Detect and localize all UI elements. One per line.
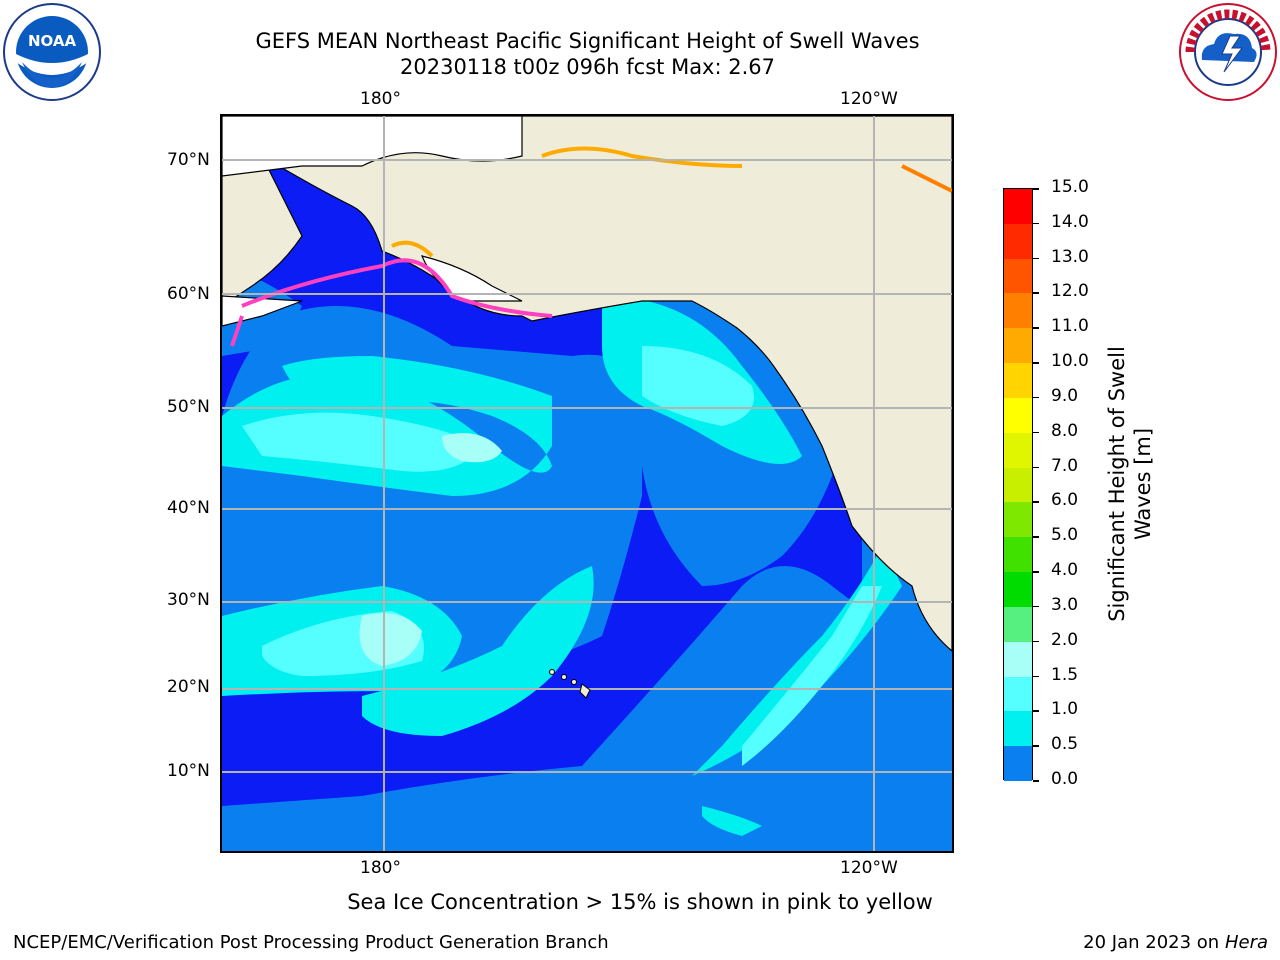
lat-label-40n: 40°N	[167, 498, 210, 518]
lat-label-30n: 30°N	[167, 590, 210, 610]
swell-height-map	[222, 116, 952, 851]
colorbar	[1003, 188, 1033, 782]
colorbar-segment	[1004, 676, 1032, 712]
colorbar-tick-mark	[1033, 188, 1039, 190]
footer-date: 20 Jan 2023 on Hera	[1083, 932, 1268, 953]
colorbar-tick-label: 1.5	[1051, 664, 1079, 685]
colorbar-tick-mark	[1033, 257, 1039, 260]
colorbar-title-line1: Significant Height of Swell	[1105, 346, 1129, 622]
colorbar-tick-mark	[1033, 362, 1039, 364]
colorbar-segment	[1004, 467, 1032, 503]
colorbar-segment	[1004, 572, 1032, 608]
colorbar-tick-label: 13.0	[1051, 246, 1089, 267]
colorbar-tick-label: 9.0	[1051, 385, 1079, 406]
colorbar-tick-mark	[1033, 466, 1039, 469]
lat-label-50n: 50°N	[167, 397, 210, 417]
colorbar-segment	[1004, 537, 1032, 573]
colorbar-tick-label: 8.0	[1051, 420, 1079, 441]
colorbar-tick-mark	[1033, 431, 1039, 434]
lat-label-70n: 70°N	[167, 150, 210, 170]
lat-label-10n: 10°N	[167, 761, 210, 781]
colorbar-segment	[1004, 641, 1032, 678]
colorbar-segment	[1004, 189, 1032, 225]
colorbar-tick-mark	[1033, 327, 1039, 329]
colorbar-tick-mark	[1033, 710, 1039, 712]
colorbar-tick-label: 1.0	[1051, 699, 1079, 720]
colorbar-segment	[1004, 502, 1032, 538]
colorbar-segment	[1004, 397, 1032, 434]
colorbar-title-line2: Waves [m]	[1131, 427, 1155, 541]
lon-label-top-120w: 120°W	[840, 89, 898, 109]
colorbar-tick-mark	[1033, 605, 1039, 608]
colorbar-segment	[1004, 711, 1032, 747]
colorbar-ticks: 15.0 14.0 13.0 12.0 11.0 10.0 9.0 8.0 7.0 6.0 5.0 4…	[1033, 177, 1113, 789]
footer-date-text: 20 Jan 2023 on	[1083, 932, 1225, 953]
colorbar-segment	[1004, 746, 1032, 782]
colorbar-segment	[1004, 432, 1032, 469]
colorbar-tick-mark	[1033, 292, 1039, 294]
colorbar-tick-label: 11.0	[1051, 316, 1089, 337]
colorbar-tick-mark	[1033, 536, 1039, 538]
colorbar-segment	[1004, 328, 1032, 364]
colorbar-tick-label: 0.5	[1051, 734, 1079, 755]
colorbar-tick-mark	[1033, 222, 1039, 225]
colorbar-tick-label: 5.0	[1051, 525, 1079, 546]
colorbar-segment	[1004, 258, 1032, 294]
colorbar-tick-mark	[1033, 675, 1039, 678]
chart-title: GEFS MEAN Northeast Pacific Significant …	[255, 29, 920, 53]
colorbar-tick-mark	[1033, 780, 1039, 782]
colorbar-segment	[1004, 293, 1032, 329]
footer-host: Hera	[1224, 932, 1268, 953]
colorbar-tick-mark	[1033, 640, 1039, 643]
noaa-logo-text: NOAA	[28, 32, 77, 50]
nws-logo	[1178, 2, 1278, 102]
lat-label-20n: 20°N	[167, 677, 210, 697]
colorbar-tick-label: 3.0	[1051, 594, 1079, 615]
lon-label-top-180: 180°	[360, 89, 401, 109]
colorbar-tick-label: 7.0	[1051, 455, 1079, 476]
hawaii-islands	[549, 669, 591, 699]
map-panel	[220, 114, 954, 853]
swell-band-2-3	[359, 433, 502, 666]
colorbar-tick-label: 6.0	[1051, 490, 1079, 511]
colorbar-tick-label: 12.0	[1051, 281, 1089, 302]
lat-label-60n: 60°N	[167, 284, 210, 304]
colorbar-tick-label: 4.0	[1051, 560, 1079, 581]
colorbar-tick-mark	[1033, 396, 1039, 399]
land-mass	[222, 116, 952, 652]
colorbar-tick-label: 10.0	[1051, 351, 1089, 372]
colorbar-segment	[1004, 363, 1032, 399]
colorbar-segment	[1004, 223, 1032, 260]
chart-subtitle: 20230118 t00z 096h fcst Max: 2.67	[400, 55, 775, 79]
colorbar-tick-mark	[1033, 571, 1039, 573]
lon-label-bottom-120w: 120°W	[840, 858, 898, 878]
colorbar-tick-mark	[1033, 745, 1039, 747]
footer-credit: NCEP/EMC/Verification Post Processing Pr…	[13, 932, 609, 953]
colorbar-tick-label: 2.0	[1051, 629, 1079, 650]
lon-label-bottom-180: 180°	[360, 858, 401, 878]
colorbar-tick-label: 15.0	[1051, 177, 1089, 197]
colorbar-tick-mark	[1033, 501, 1039, 503]
colorbar-tick-label: 14.0	[1051, 211, 1089, 232]
sea-ice-note: Sea Ice Concentration > 15% is shown in …	[347, 890, 933, 914]
colorbar-tick-label: 0.0	[1051, 769, 1079, 789]
colorbar-segment	[1004, 606, 1032, 643]
sea-ice-edge	[230, 146, 952, 347]
noaa-logo: NOAA	[2, 2, 102, 102]
